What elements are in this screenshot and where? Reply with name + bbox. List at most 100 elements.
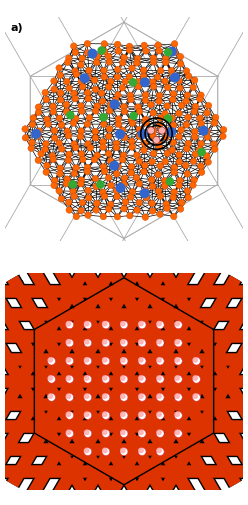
Circle shape — [128, 164, 135, 170]
Circle shape — [192, 104, 199, 110]
Circle shape — [197, 115, 203, 121]
Circle shape — [174, 393, 182, 401]
Circle shape — [63, 180, 70, 187]
Circle shape — [101, 74, 107, 80]
Circle shape — [115, 47, 122, 54]
Circle shape — [32, 129, 41, 138]
Circle shape — [184, 171, 191, 177]
Circle shape — [51, 78, 57, 84]
Circle shape — [101, 40, 108, 47]
Circle shape — [100, 114, 107, 121]
Circle shape — [100, 144, 106, 150]
Circle shape — [150, 79, 156, 85]
Circle shape — [162, 56, 169, 62]
Circle shape — [164, 84, 171, 91]
Circle shape — [66, 375, 74, 383]
Circle shape — [63, 102, 69, 108]
Circle shape — [149, 208, 156, 214]
Circle shape — [171, 40, 178, 47]
Circle shape — [185, 140, 191, 147]
Circle shape — [101, 114, 108, 121]
Circle shape — [42, 146, 48, 153]
Circle shape — [66, 85, 72, 91]
Circle shape — [128, 117, 135, 123]
Circle shape — [84, 412, 92, 419]
Circle shape — [122, 78, 128, 85]
Circle shape — [197, 96, 203, 102]
Circle shape — [220, 133, 226, 139]
Circle shape — [78, 62, 84, 68]
Circle shape — [138, 339, 146, 347]
Circle shape — [66, 376, 71, 380]
Circle shape — [149, 177, 155, 183]
Circle shape — [164, 103, 170, 109]
Circle shape — [57, 170, 63, 177]
Circle shape — [65, 55, 72, 62]
Circle shape — [156, 448, 164, 456]
Circle shape — [85, 141, 91, 147]
Circle shape — [142, 97, 149, 104]
Circle shape — [101, 193, 108, 199]
Circle shape — [171, 189, 178, 195]
Circle shape — [142, 92, 149, 98]
Circle shape — [190, 84, 196, 90]
Circle shape — [138, 430, 146, 437]
Circle shape — [138, 130, 147, 138]
Circle shape — [139, 358, 143, 362]
Circle shape — [177, 61, 184, 67]
Circle shape — [198, 120, 205, 127]
Circle shape — [94, 53, 101, 60]
Circle shape — [156, 375, 164, 383]
Circle shape — [126, 43, 133, 49]
Circle shape — [48, 358, 53, 362]
Circle shape — [115, 121, 122, 127]
Circle shape — [139, 394, 143, 398]
Circle shape — [119, 60, 126, 66]
Circle shape — [66, 412, 71, 417]
Circle shape — [69, 181, 76, 188]
Circle shape — [161, 177, 168, 184]
Circle shape — [48, 375, 56, 383]
Circle shape — [198, 140, 204, 147]
Circle shape — [156, 412, 164, 419]
Circle shape — [198, 169, 205, 176]
Circle shape — [211, 120, 217, 126]
Circle shape — [157, 211, 163, 217]
Circle shape — [66, 394, 71, 398]
Circle shape — [157, 67, 164, 74]
Circle shape — [85, 95, 92, 102]
Circle shape — [116, 183, 125, 192]
Circle shape — [164, 115, 172, 122]
Circle shape — [93, 183, 99, 190]
Circle shape — [121, 206, 127, 212]
Circle shape — [162, 111, 168, 117]
Circle shape — [79, 83, 86, 90]
Circle shape — [136, 199, 143, 206]
Circle shape — [139, 430, 143, 434]
Circle shape — [84, 393, 92, 401]
Circle shape — [175, 340, 179, 344]
Circle shape — [114, 214, 121, 220]
Circle shape — [175, 412, 179, 417]
Circle shape — [138, 393, 146, 401]
Circle shape — [115, 66, 121, 73]
Circle shape — [168, 67, 175, 74]
Circle shape — [126, 47, 133, 54]
Circle shape — [155, 42, 161, 48]
Circle shape — [175, 430, 179, 434]
Circle shape — [65, 199, 72, 206]
Circle shape — [148, 102, 154, 108]
Circle shape — [84, 164, 91, 171]
Circle shape — [157, 163, 163, 169]
Circle shape — [43, 96, 50, 103]
Circle shape — [175, 358, 179, 362]
Circle shape — [84, 340, 89, 344]
Circle shape — [51, 182, 57, 189]
Circle shape — [156, 339, 164, 347]
Circle shape — [79, 199, 86, 206]
Circle shape — [176, 110, 182, 117]
Circle shape — [72, 68, 78, 74]
Circle shape — [59, 122, 65, 128]
Circle shape — [108, 78, 114, 85]
Circle shape — [174, 375, 182, 383]
